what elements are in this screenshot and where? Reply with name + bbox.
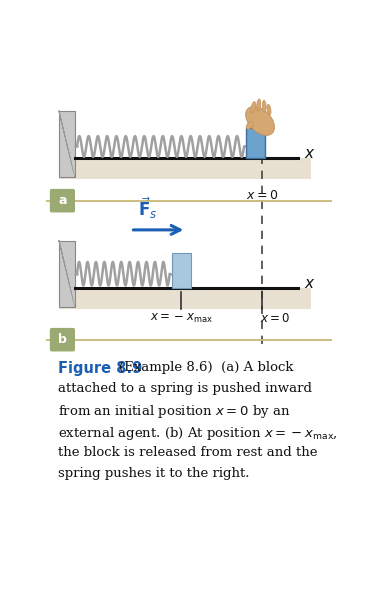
Bar <box>59 111 75 177</box>
Text: attached to a spring is pushed inward: attached to a spring is pushed inward <box>58 382 311 395</box>
Text: from an initial position $x = 0$ by an: from an initial position $x = 0$ by an <box>58 403 290 420</box>
Text: $x$: $x$ <box>304 277 315 291</box>
Bar <box>59 241 75 307</box>
Text: $\vec{\mathbf{F}}_s$: $\vec{\mathbf{F}}_s$ <box>138 196 157 222</box>
Bar <box>59 159 311 179</box>
Ellipse shape <box>257 99 261 111</box>
Text: $x = -x_{\rm max}$: $x = -x_{\rm max}$ <box>150 312 213 326</box>
Text: Figure 8.9: Figure 8.9 <box>58 361 142 376</box>
Ellipse shape <box>251 102 256 113</box>
Text: a: a <box>58 194 67 207</box>
Text: $x = 0$: $x = 0$ <box>246 189 278 202</box>
Bar <box>59 288 311 309</box>
Text: (Example 8.6)  (a) A block: (Example 8.6) (a) A block <box>119 361 294 374</box>
Bar <box>172 253 190 288</box>
Text: external agent. (b) At position $x = -x_{\rm max}$,: external agent. (b) At position $x = -x_… <box>58 425 337 441</box>
Ellipse shape <box>246 122 254 129</box>
FancyBboxPatch shape <box>50 189 75 212</box>
Text: b: b <box>58 333 67 346</box>
Text: spring pushes it to the right.: spring pushes it to the right. <box>58 467 249 480</box>
Text: the block is released from rest and the: the block is released from rest and the <box>58 446 317 459</box>
Ellipse shape <box>262 100 266 112</box>
Text: $x$: $x$ <box>304 147 315 162</box>
FancyBboxPatch shape <box>50 328 75 351</box>
Bar <box>246 128 265 159</box>
Ellipse shape <box>246 106 275 135</box>
Ellipse shape <box>267 105 271 115</box>
Text: $x = 0$: $x = 0$ <box>260 312 290 326</box>
